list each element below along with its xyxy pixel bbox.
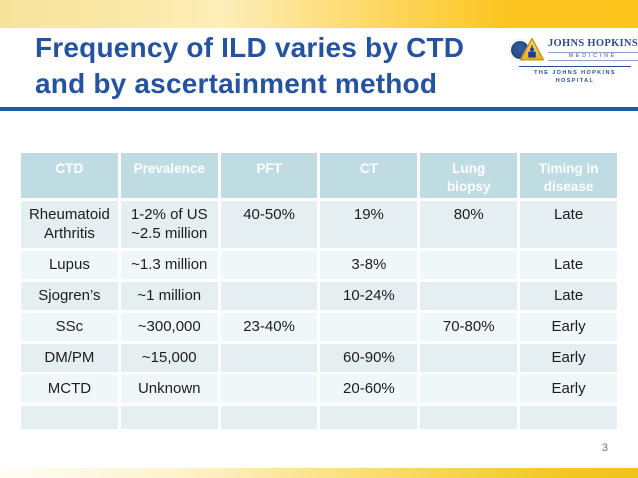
table-cell (417, 340, 521, 375)
table-cell (317, 402, 421, 432)
column-header: Prevalence (117, 149, 221, 202)
table-cell: 60-90% (317, 340, 421, 375)
table-cell: Lupus (18, 247, 121, 282)
table-cell: ~1.3 million (117, 247, 221, 282)
table-cell: 19% (317, 198, 421, 251)
table-cell (18, 402, 121, 432)
table-cell: Sjogren’s (18, 278, 121, 313)
column-header: PFT (217, 149, 321, 202)
table-row: Rheumatoid Arthritis 1-2% of US ~2.5 mill… (18, 198, 620, 251)
table-cell: Rheumatoid Arthritis (18, 198, 121, 251)
table-cell: Unknown (117, 371, 221, 406)
table-cell (317, 309, 421, 344)
table-cell: 20-60% (317, 371, 421, 406)
logo-division-text: MEDICINE (548, 51, 638, 61)
table-cell (117, 402, 221, 432)
table-cell (417, 247, 521, 282)
bottom-gold-bar (0, 468, 638, 478)
table-head: CTD Prevalence PFT CT Lung biopsy Timing in d… (18, 149, 620, 202)
table-cell: DM/PM (18, 340, 121, 375)
column-header: Lung biopsy (417, 149, 521, 202)
table-row: SSc ~300,000 23-40% 70-80% Early (18, 309, 620, 344)
table-cell: ~300,000 (117, 309, 221, 344)
table-cell: 23-40% (217, 309, 321, 344)
slide-page-number: 3 (601, 442, 608, 454)
table-cell: 1-2% of US ~2.5 million (117, 198, 221, 251)
table-cell (217, 340, 321, 375)
table-cell: ~1 million (117, 278, 221, 313)
table-cell: 3-8% (317, 247, 421, 282)
table-cell: 40-50% (217, 198, 321, 251)
table-cell: SSc (18, 309, 121, 344)
ild-frequency-table: CTD Prevalence PFT CT Lung biopsy Timing in d… (18, 149, 620, 432)
page-title: Frequency of ILD varies by CTD and by as… (35, 30, 535, 102)
table-row: MCTD Unknown 20-60% Early (18, 371, 620, 406)
johns-hopkins-shield-icon (519, 37, 545, 61)
table-cell (417, 371, 521, 406)
logo-top-row: JOHNS HOPKINS MEDICINE (509, 37, 638, 63)
table-body: Rheumatoid Arthritis 1-2% of US ~2.5 mill… (18, 198, 620, 432)
logo-hospital-text: THE JOHNS HOPKINS HOSPITAL (519, 66, 631, 86)
table-cell: Early (517, 371, 620, 406)
table-cell: ~15,000 (117, 340, 221, 375)
table-row: DM/PM ~15,000 60-90% Early (18, 340, 620, 375)
table-cell: 70-80% (417, 309, 521, 344)
table-cell: 80% (417, 198, 521, 251)
page-title-line1: Frequency of ILD varies by CTD (35, 32, 465, 63)
table-cell: MCTD (18, 371, 121, 406)
table-cell (217, 402, 321, 432)
table-cell: Late (517, 247, 620, 282)
table-header-row: CTD Prevalence PFT CT Lung biopsy Timing in d… (18, 149, 620, 202)
table-row: Lupus ~1.3 million 3-8% Late (18, 247, 620, 282)
table-cell (217, 278, 321, 313)
table-row (18, 402, 620, 432)
table-cell: 10-24% (317, 278, 421, 313)
column-header: CTD (18, 149, 121, 202)
table-cell: Late (517, 278, 620, 313)
table-cell: Early (517, 340, 620, 375)
table-cell (217, 371, 321, 406)
page-title-line2: and by ascertainment method (35, 67, 438, 99)
johns-hopkins-logo: JOHNS HOPKINS MEDICINE THE JOHNS HOPKINS… (509, 37, 638, 86)
table-cell: Late (517, 198, 620, 251)
table-cell (517, 402, 620, 432)
column-header: Timing in disease (517, 149, 620, 202)
top-gold-bar (0, 0, 638, 28)
table-cell (417, 402, 521, 432)
logo-text-block: JOHNS HOPKINS MEDICINE (548, 39, 638, 61)
table-row: Sjogren’s ~1 million 10-24% Late (18, 278, 620, 313)
column-header: CT (317, 149, 421, 202)
title-underline-rule (0, 107, 638, 111)
table-cell (217, 247, 321, 282)
table-cell (417, 278, 521, 313)
table-cell: Early (517, 309, 620, 344)
logo-brand-text: JOHNS HOPKINS (548, 38, 638, 50)
